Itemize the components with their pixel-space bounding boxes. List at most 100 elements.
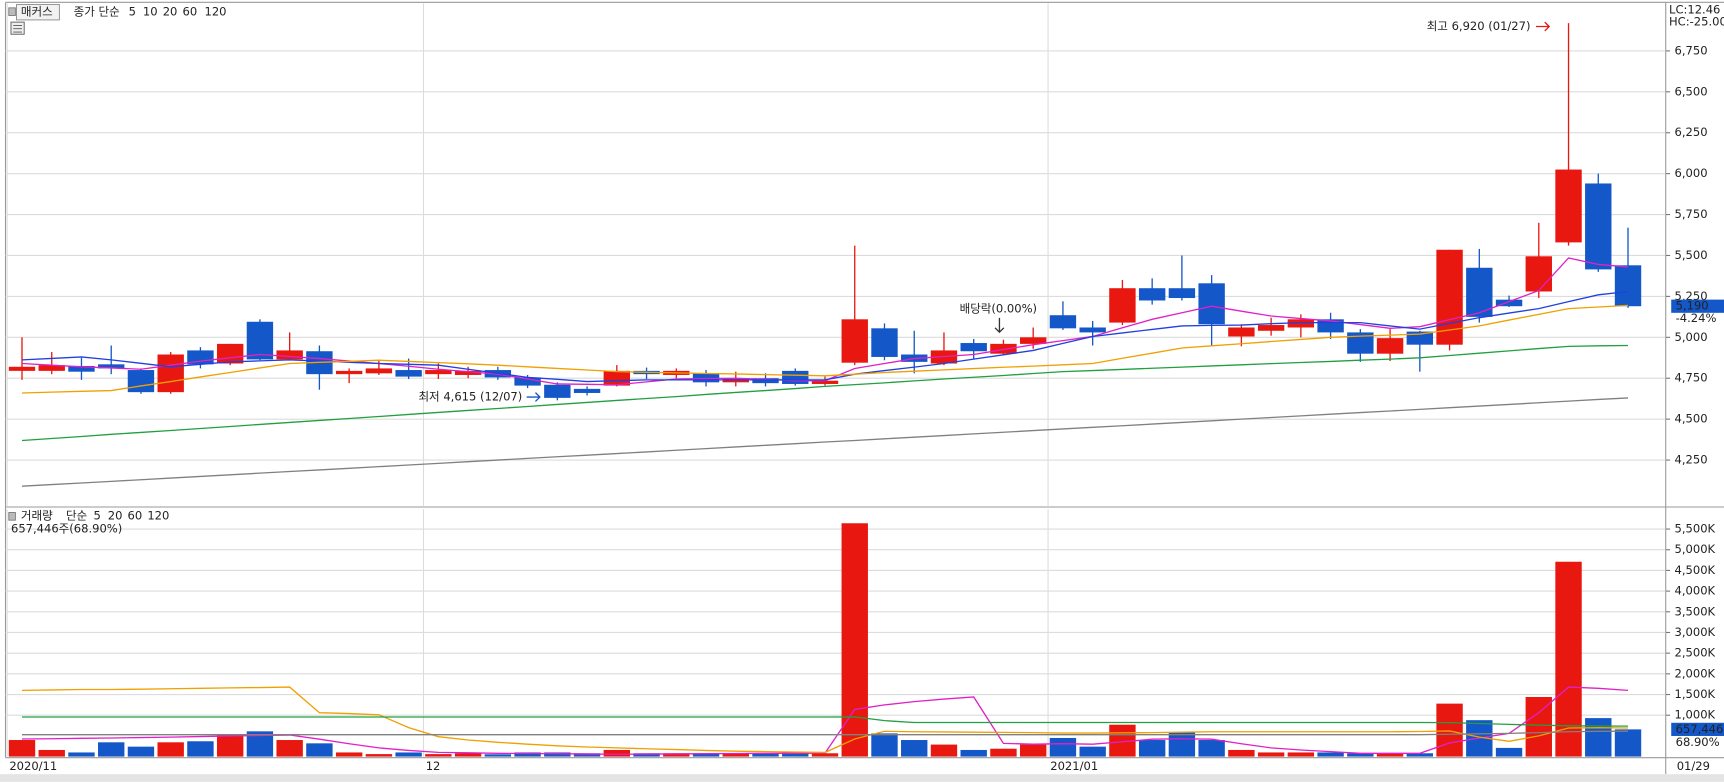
annotation-arrow [994, 317, 1005, 334]
last-value-label: 5,190 [1676, 299, 1709, 313]
candle-body [1495, 299, 1523, 307]
volume-bar [544, 752, 571, 757]
y-tick-label: 6,250 [1675, 125, 1708, 139]
legend-title: 매커스 [21, 5, 53, 19]
candle-body [127, 370, 155, 393]
candle-body [1138, 288, 1166, 301]
last-date: 01/29 [1677, 759, 1710, 773]
annotation-arrow [1535, 21, 1551, 32]
candle-body [425, 370, 452, 375]
panel-icon[interactable] [8, 7, 16, 16]
volume-info: 657,446주(68.90%) [11, 521, 122, 535]
volume-bar [1376, 753, 1404, 757]
legend-entry: 20 [108, 508, 123, 522]
title-box[interactable] [16, 4, 60, 21]
annotation-arrow [526, 392, 541, 402]
y-tick-label: 5,500K [1675, 522, 1716, 536]
y-tick-label: 2,500K [1675, 646, 1716, 660]
candle-body [335, 370, 363, 375]
legend-entry: 60 [128, 508, 143, 522]
panel-icon[interactable] [8, 512, 16, 521]
candle-body [216, 343, 244, 364]
candle-body [246, 321, 274, 360]
y-tick-label: 4,000K [1675, 584, 1716, 598]
candle-body [1168, 288, 1196, 299]
last-ratio: 68.90% [1676, 735, 1720, 749]
volume-bar [1436, 703, 1463, 757]
ma-line [21, 344, 1629, 442]
candle-body [1466, 267, 1493, 317]
y-tick-label: 5,000 [1675, 330, 1708, 344]
scroll-bar[interactable] [0, 774, 1724, 782]
last-value-box [1671, 299, 1724, 313]
volume-bar [990, 748, 1017, 757]
legend-entry: 60 [183, 5, 198, 19]
candle-body [871, 328, 898, 357]
ma-line [21, 686, 1629, 754]
volume-bar [1555, 561, 1582, 757]
legend-title: 거래량 [21, 508, 53, 522]
candle-body [1079, 327, 1106, 333]
candle-body [276, 350, 303, 360]
candle-body [68, 365, 95, 372]
y-tick-label: 3,500K [1675, 604, 1716, 618]
candle-body [157, 354, 184, 393]
volume-bar [335, 752, 363, 757]
y-tick-label: 4,750 [1675, 371, 1708, 385]
ma-line [21, 290, 1629, 383]
volume-bar [1585, 718, 1612, 757]
annotation: 최저 4,615 (12/07) [418, 390, 522, 404]
calc-icon-lines [13, 24, 22, 33]
candle-body [1614, 265, 1642, 307]
annotation: 배당락(0.00%) [960, 302, 1037, 316]
candle-body [1019, 337, 1047, 344]
candle-body [782, 370, 809, 384]
volume-bar [395, 752, 422, 757]
volume-bar [573, 753, 601, 757]
volume-bar [752, 753, 779, 757]
volume-bar [1138, 740, 1166, 757]
volume-bar [1079, 746, 1106, 757]
volume-bar [306, 743, 333, 757]
volume-bar [1257, 752, 1285, 757]
volume-bar [68, 752, 95, 757]
last-value-label: 657,446 [1676, 722, 1724, 736]
candle-body [1109, 288, 1136, 323]
volume-bar [603, 749, 631, 757]
candle-body [1555, 169, 1582, 243]
candle-body [603, 370, 631, 386]
last-value-box [1671, 722, 1724, 736]
candle-body [990, 343, 1017, 354]
y-tick-label: 5,000K [1675, 542, 1716, 556]
candle-body [573, 388, 601, 393]
legend-ma-label: 단순 [66, 508, 88, 522]
volume-bar [1525, 697, 1552, 757]
volume-bar [127, 746, 155, 757]
legend-entry: 20 [163, 5, 178, 19]
y-tick-label: 6,000 [1675, 166, 1708, 180]
candle-body [1376, 338, 1404, 354]
ma-line [21, 304, 1629, 394]
annotation: 최고 6,920 (01/27) [1427, 19, 1531, 33]
volume-bar [901, 740, 928, 757]
volume-bar [514, 752, 541, 757]
volume-bar [8, 740, 36, 757]
candle-body [1347, 332, 1374, 354]
last-change: -4.24% [1676, 311, 1717, 325]
volume-bar [187, 741, 214, 757]
candle-body [38, 365, 65, 371]
legend-entry: 120 [147, 508, 169, 522]
volume-bar [692, 753, 720, 757]
y-tick-label: 6,750 [1675, 43, 1708, 57]
y-tick-label: 5,750 [1675, 207, 1708, 221]
x-tick-label: 2020/11 [9, 759, 57, 773]
candle-body [811, 380, 839, 384]
volume-bar [216, 734, 244, 757]
y-tick-label: 1,500K [1675, 687, 1716, 701]
legend-entry: 10 [143, 5, 158, 19]
volume-bar [1228, 749, 1255, 757]
ma-line [21, 730, 1629, 736]
volume-bar [1317, 752, 1344, 757]
y-tick-label: 5,250 [1675, 289, 1708, 303]
